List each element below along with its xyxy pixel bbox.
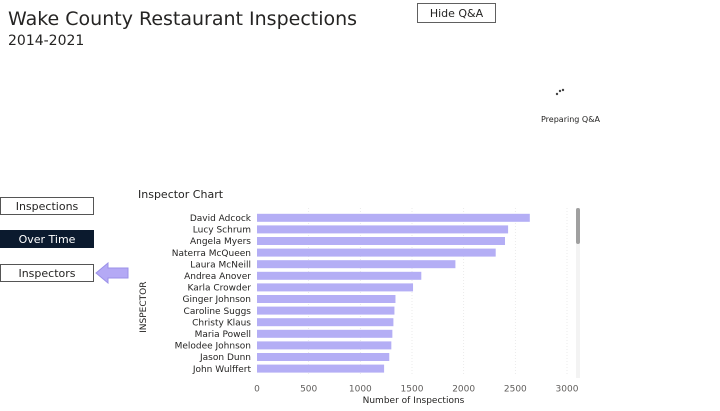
current-page-arrow-icon	[95, 262, 129, 284]
y-tick-label: Karla Crowder	[188, 284, 252, 294]
y-tick-label: Andrea Anover	[184, 272, 251, 282]
page-subtitle: 2014-2021	[8, 33, 85, 49]
y-axis-label: INSPECTOR	[139, 282, 149, 333]
y-tick-label: Melodee Johnson	[175, 342, 251, 352]
y-tick-label: Lucy Schrum	[193, 226, 251, 236]
y-tick-label: Ginger Johnson	[183, 295, 251, 305]
nav-inspections-button[interactable]: Inspections	[0, 197, 94, 215]
chart-scrollbar-track[interactable]	[576, 208, 580, 378]
chart-bar	[257, 248, 496, 257]
x-tick-label: 1500	[401, 384, 424, 394]
chart-bar	[257, 295, 396, 303]
x-tick-label: 3000	[556, 384, 579, 394]
chart-bar	[257, 306, 395, 315]
chart-bar	[257, 353, 390, 361]
y-tick-label: Jason Dunn	[199, 353, 251, 363]
chart-bar	[257, 341, 392, 350]
x-tick-label: 1000	[349, 384, 372, 394]
chart-bar	[257, 329, 393, 338]
nav-over-time-button[interactable]: Over Time	[0, 230, 94, 248]
hide-qa-button[interactable]: Hide Q&A	[417, 3, 496, 23]
chart-bar	[257, 213, 530, 222]
chart-title: Inspector Chart	[138, 188, 224, 201]
chart-bar	[257, 364, 385, 373]
nav-inspectors-button[interactable]: Inspectors	[0, 264, 94, 282]
y-tick-label: John Wulffert	[192, 365, 252, 375]
y-tick-label: David Adcock	[190, 214, 252, 224]
page-title: Wake County Restaurant Inspections	[8, 8, 358, 30]
y-tick-label: Maria Powell	[195, 330, 251, 340]
chart-bar	[257, 260, 456, 269]
y-tick-label: Laura McNeill	[190, 260, 251, 270]
qa-status-text: Preparing Q&A	[541, 115, 600, 124]
loading-spinner-icon	[555, 88, 565, 96]
y-tick-label: Angela Myers	[190, 237, 251, 247]
chart-bar	[257, 283, 414, 292]
x-tick-label: 2500	[504, 384, 527, 394]
chart-bar	[257, 318, 394, 327]
y-tick-label: Christy Klaus	[192, 318, 251, 328]
chart-bar	[257, 271, 422, 280]
x-tick-label: 500	[300, 384, 317, 394]
inspector-bar-chart: 0 500 1000 1500 2000 2500 3000 David Adcock Lucy…	[139, 208, 579, 406]
chart-bar	[257, 225, 509, 234]
chart-scrollbar-thumb[interactable]	[576, 208, 580, 244]
x-tick-label: 0	[254, 384, 260, 394]
y-tick-label: Caroline Suggs	[184, 307, 252, 317]
chart-bar	[257, 237, 505, 245]
y-tick-label: Naterra McQueen	[172, 249, 251, 259]
x-tick-label: 2000	[452, 384, 475, 394]
x-axis-label: Number of Inspections	[363, 396, 465, 406]
